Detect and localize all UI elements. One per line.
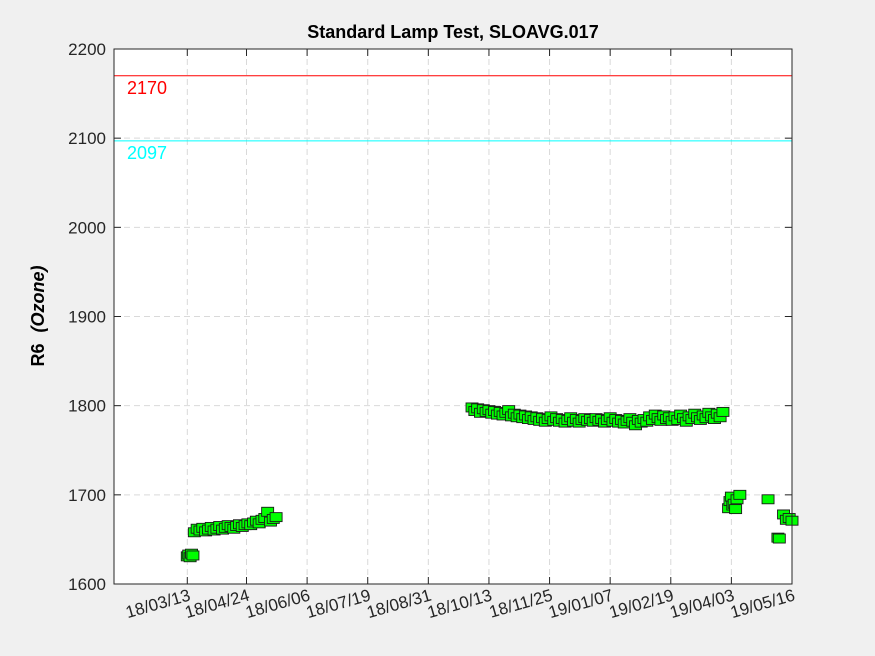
y-tick-label: 2200 [68,40,106,59]
data-point [269,512,283,523]
data-points [180,402,799,563]
y-tick-label: 1700 [68,486,106,505]
x-tick-label: 18/11/25 [487,586,555,622]
y-axis-label-suffix: (Ozone) [28,265,48,332]
reference-lines: 2170 2097 [114,75,792,163]
y-tick-label: 1600 [68,575,106,594]
y-tick-label: 1900 [68,308,106,327]
y-tick-label: 2000 [68,218,106,237]
x-tick-label: 18/06/06 [243,586,312,623]
y-axis: 1600 1700 1800 1900 2000 2100 2200 [68,40,792,594]
x-tick-label: 19/05/16 [728,586,797,623]
reference-line-label: 2170 [127,78,167,98]
x-tick-label: 19/01/07 [546,586,615,623]
y-axis-label: R6 (Ozone) [28,265,48,366]
x-tick-label: 18/07/19 [304,586,373,623]
data-point [186,550,200,561]
x-tick-label: 19/04/03 [668,586,737,623]
y-axis-label-text: R6 [28,344,48,367]
chart-title: Standard Lamp Test, SLOAVG.017 [307,22,598,42]
data-point [733,489,747,500]
x-tick-label: 18/08/31 [365,586,434,623]
data-point [729,504,743,515]
data-point [716,406,730,417]
grid [114,49,792,584]
data-point [761,494,775,505]
x-tick-label: 18/04/24 [183,586,252,623]
data-point [772,533,786,544]
x-tick-label: 19/02/19 [607,586,676,623]
x-tick-label: 18/10/13 [425,586,494,623]
reference-line-label: 2097 [127,143,167,163]
y-tick-label: 2100 [68,129,106,148]
y-tick-label: 1800 [68,397,106,416]
